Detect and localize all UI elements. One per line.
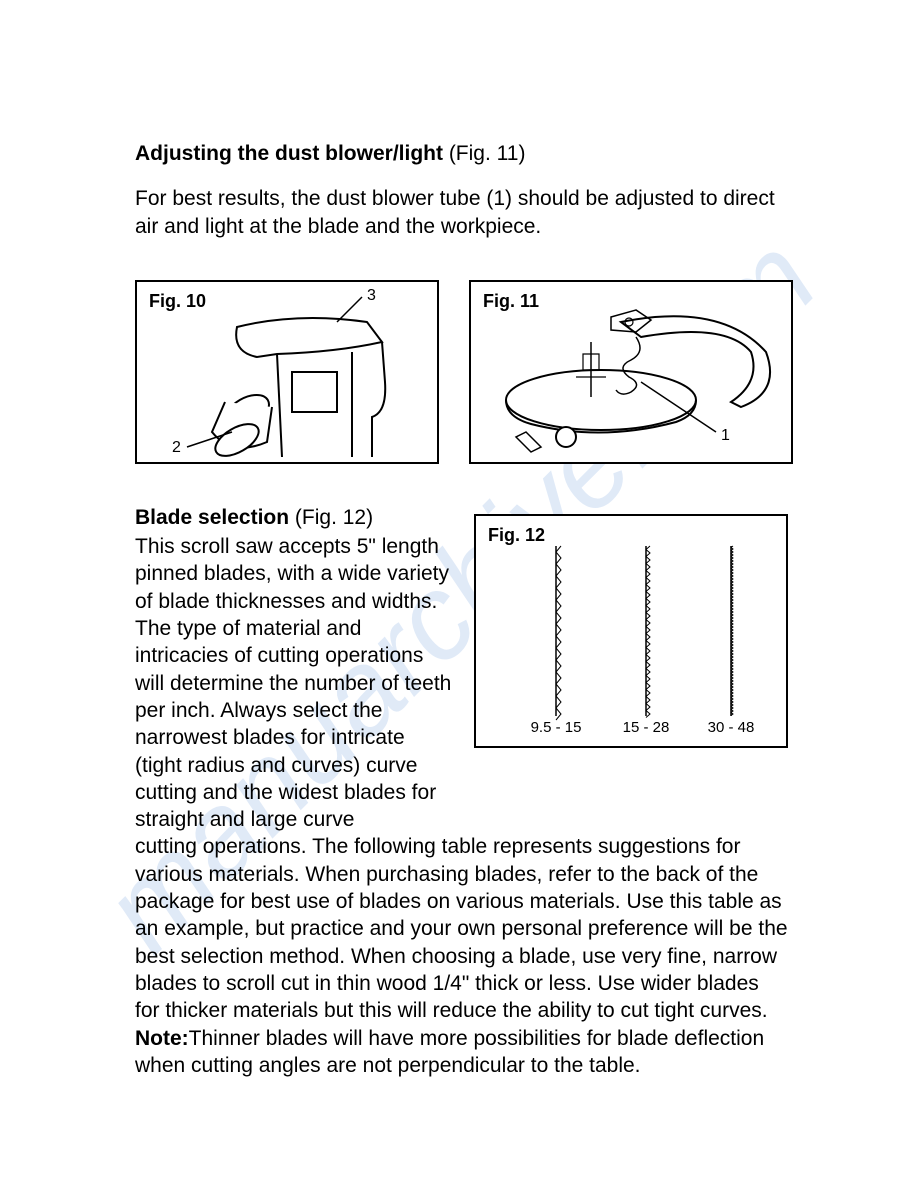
- fig12-blade-label-1: 15 - 28: [623, 718, 670, 738]
- figure-11: Fig. 11 1: [469, 280, 793, 464]
- fig12-blade-label-2: 30 - 48: [708, 718, 755, 738]
- manual-page: Adjusting the dust blower/light (Fig. 11…: [0, 0, 918, 1079]
- figure-12-label: Fig. 12: [488, 524, 545, 547]
- section1-heading: Adjusting the dust blower/light (Fig. 11…: [135, 140, 788, 167]
- section2-heading-ref: (Fig. 12): [289, 506, 373, 529]
- figure-11-label: Fig. 11: [483, 290, 539, 313]
- figure-row: Fig. 10 3 2 Fig. 11: [135, 280, 788, 464]
- section2-body-left: This scroll saw accepts 5" length pinned…: [135, 533, 454, 833]
- section2-left-column: Blade selection (Fig. 12) This scroll sa…: [135, 504, 454, 834]
- fig11-callout-1: 1: [721, 427, 730, 444]
- section1-body: For best results, the dust blower tube (…: [135, 185, 788, 240]
- section2-heading: Blade selection (Fig. 12): [135, 504, 454, 531]
- section1-heading-ref: (Fig. 11): [443, 142, 525, 165]
- fig10-callout-3: 3: [367, 287, 376, 304]
- section2-note-label: Note:: [135, 1027, 189, 1050]
- figure-10: Fig. 10 3 2: [135, 280, 439, 464]
- figure-10-label: Fig. 10: [149, 290, 206, 313]
- fig12-blade-label-0: 9.5 - 15: [531, 718, 582, 738]
- section2-body-full: cutting operations. The following table …: [135, 833, 788, 1024]
- section1-heading-bold: Adjusting the dust blower/light: [135, 142, 443, 165]
- figure-12-drawing: [476, 516, 786, 746]
- figure-12: Fig. 12 9.5 - 15 15 - 28 30 - 48: [474, 514, 788, 748]
- section2-two-column: Blade selection (Fig. 12) This scroll sa…: [135, 504, 788, 834]
- section2-note: Note:Thinner blades will have more possi…: [135, 1025, 788, 1080]
- section2-note-body: Thinner blades will have more possibilit…: [135, 1027, 764, 1077]
- fig10-callout-2: 2: [172, 439, 181, 456]
- section2-heading-bold: Blade selection: [135, 506, 289, 529]
